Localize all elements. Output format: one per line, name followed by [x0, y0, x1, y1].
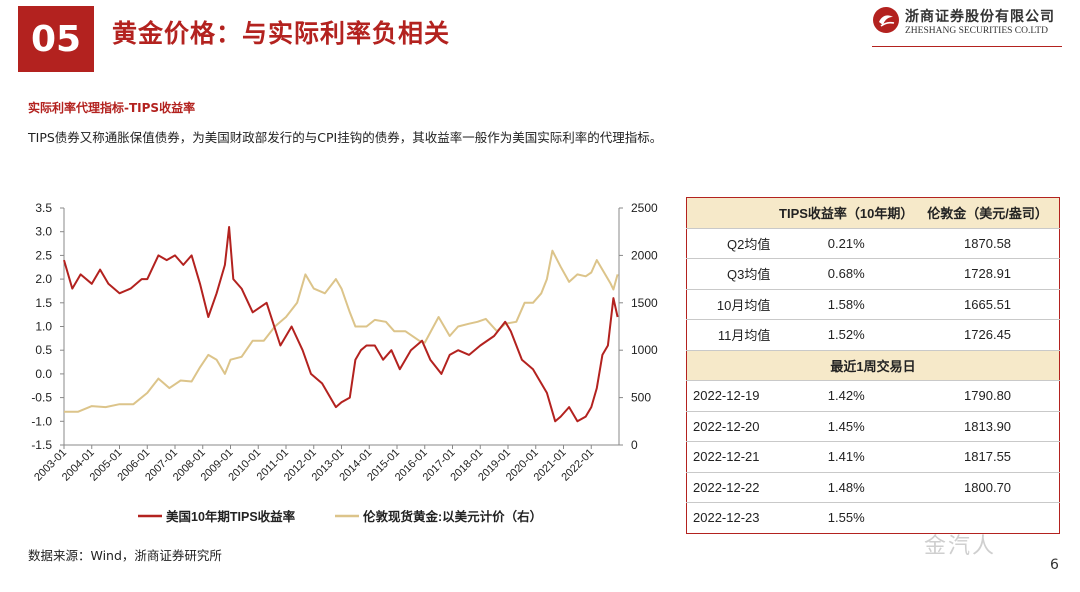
left-axis-tick-label: 2.5 — [35, 248, 52, 262]
table-cell: 1.42% — [776, 380, 917, 412]
table-section-row: 最近1周交易日 — [686, 350, 1060, 381]
left-axis-tick-label: 1.5 — [35, 296, 52, 310]
table-cell: 1.58% — [776, 289, 917, 320]
table-cell: 1817.55 — [916, 441, 1060, 473]
table-cell: 1726.45 — [916, 319, 1060, 351]
table-cell: 2022-12-21 — [686, 441, 777, 473]
table-cell: 1.48% — [776, 472, 917, 503]
legend-label-tips: 美国10年期TIPS收益率 — [166, 509, 296, 524]
left-axis-tick-label: 3.0 — [35, 225, 52, 239]
right-axis-tick-label: 2500 — [631, 201, 658, 215]
left-axis-tick-label: -0.5 — [31, 391, 52, 405]
chart-subtitle: 实际利率代理指标-TIPS收益率 — [28, 101, 196, 115]
left-axis-tick-label: 0.0 — [35, 367, 52, 381]
table-cell: 10月均值 — [686, 289, 777, 320]
table-cell: 0.21% — [776, 228, 917, 259]
gold-price-line — [64, 249, 619, 413]
left-axis-tick-label: -1.0 — [31, 414, 52, 428]
right-axis-tick-label: 500 — [631, 391, 651, 405]
table-cell: 1665.51 — [916, 289, 1060, 320]
table-cell: 1.41% — [776, 441, 917, 473]
page-title: 黄金价格：与实际利率负相关 — [112, 19, 451, 48]
legend-label-gold: 伦敦现货黄金:以美元计价（右） — [363, 509, 542, 524]
left-axis-tick-label: 3.5 — [35, 201, 52, 215]
company-logo: 浙商证券股份有限公司 ZHESHANG SECURITIES CO.LTD — [872, 7, 1062, 47]
left-axis-tick-label: 1.0 — [35, 320, 52, 334]
table-cell: 2022-12-19 — [686, 380, 777, 412]
table-cell: 1800.70 — [916, 472, 1060, 503]
table-cell: 0.68% — [776, 258, 917, 290]
table-cell: 11月均值 — [686, 319, 777, 351]
left-axis-tick-label: 2.0 — [35, 272, 52, 286]
left-axis-tick-label: -1.5 — [31, 438, 52, 452]
table-header-cell: 伦敦金（美元/盎司） — [916, 197, 1060, 229]
data-source-note: 数据来源：Wind，浙商证券研究所 — [28, 548, 222, 563]
table-row: Q3均值 0.68% 1728.91 — [686, 258, 1060, 290]
table-header-row: TIPS收益率（10年期） 伦敦金（美元/盎司） — [686, 197, 1060, 229]
table-header-cell: TIPS收益率（10年期） — [776, 197, 917, 229]
right-axis-tick-label: 2000 — [631, 248, 658, 262]
table-row: 2022-12-21 1.41% 1817.55 — [686, 441, 1060, 473]
right-axis-tick-label: 0 — [631, 438, 638, 452]
table-cell: 1813.90 — [916, 411, 1060, 442]
table-section-label: 最近1周交易日 — [686, 350, 1060, 381]
table-cell: 1790.80 — [916, 380, 1060, 412]
table-row: 2022-12-20 1.45% 1813.90 — [686, 411, 1060, 442]
table-header-cell — [686, 197, 777, 229]
table-cell: Q2均值 — [686, 228, 777, 259]
table-cell: 1.45% — [776, 411, 917, 442]
left-axis-tick-label: 0.5 — [35, 343, 52, 357]
data-table: TIPS收益率（10年期） 伦敦金（美元/盎司） Q2均值 0.21% 1870… — [686, 197, 1060, 534]
table-cell: 2022-12-22 — [686, 472, 777, 503]
logo-name-en: ZHESHANG SECURITIES CO.LTD — [905, 26, 1048, 36]
table-cell: 1728.91 — [916, 258, 1060, 290]
watermark-text: 金汽人 — [924, 534, 997, 559]
description-text: TIPS债券又称通胀保值债券，为美国财政部发行的与CPI挂钩的债券，其收益率一般… — [28, 130, 663, 145]
table-cell: 2022-12-23 — [693, 510, 760, 526]
table-row: 11月均值 1.52% 1726.45 — [686, 319, 1060, 351]
logo-emblem-icon — [873, 7, 899, 33]
table-row: 2022-12-19 1.42% 1790.80 — [686, 380, 1060, 412]
logo-name-cn: 浙商证券股份有限公司 — [905, 9, 1055, 25]
right-axis-tick-label: 1000 — [631, 343, 658, 357]
section-number: 05 — [18, 6, 94, 72]
table-cell: Q3均值 — [686, 258, 777, 290]
table-cell: 1.52% — [776, 319, 917, 351]
table-cell: 1.55% — [827, 510, 865, 526]
right-axis-tick-label: 1500 — [631, 296, 658, 310]
table-cell: 1870.58 — [916, 228, 1060, 259]
tips-yield-line — [63, 226, 619, 423]
table-row: 10月均值 1.58% 1665.51 — [686, 289, 1060, 320]
table-row: 2022-12-22 1.48% 1800.70 — [686, 472, 1060, 503]
table-row: 2022-12-23 1.55% — [687, 503, 1060, 534]
table-row: Q2均值 0.21% 1870.58 — [686, 228, 1060, 259]
tips-gold-chart: 3.5 3.0 2.5 2.0 1.5 1.0 0.5 0.0 -0.5 -1.0 -1.5 2500… — [31, 201, 658, 524]
logo-divider — [872, 46, 1062, 47]
page-number: 6 — [1050, 557, 1059, 573]
table-cell: 2022-12-20 — [686, 411, 777, 442]
